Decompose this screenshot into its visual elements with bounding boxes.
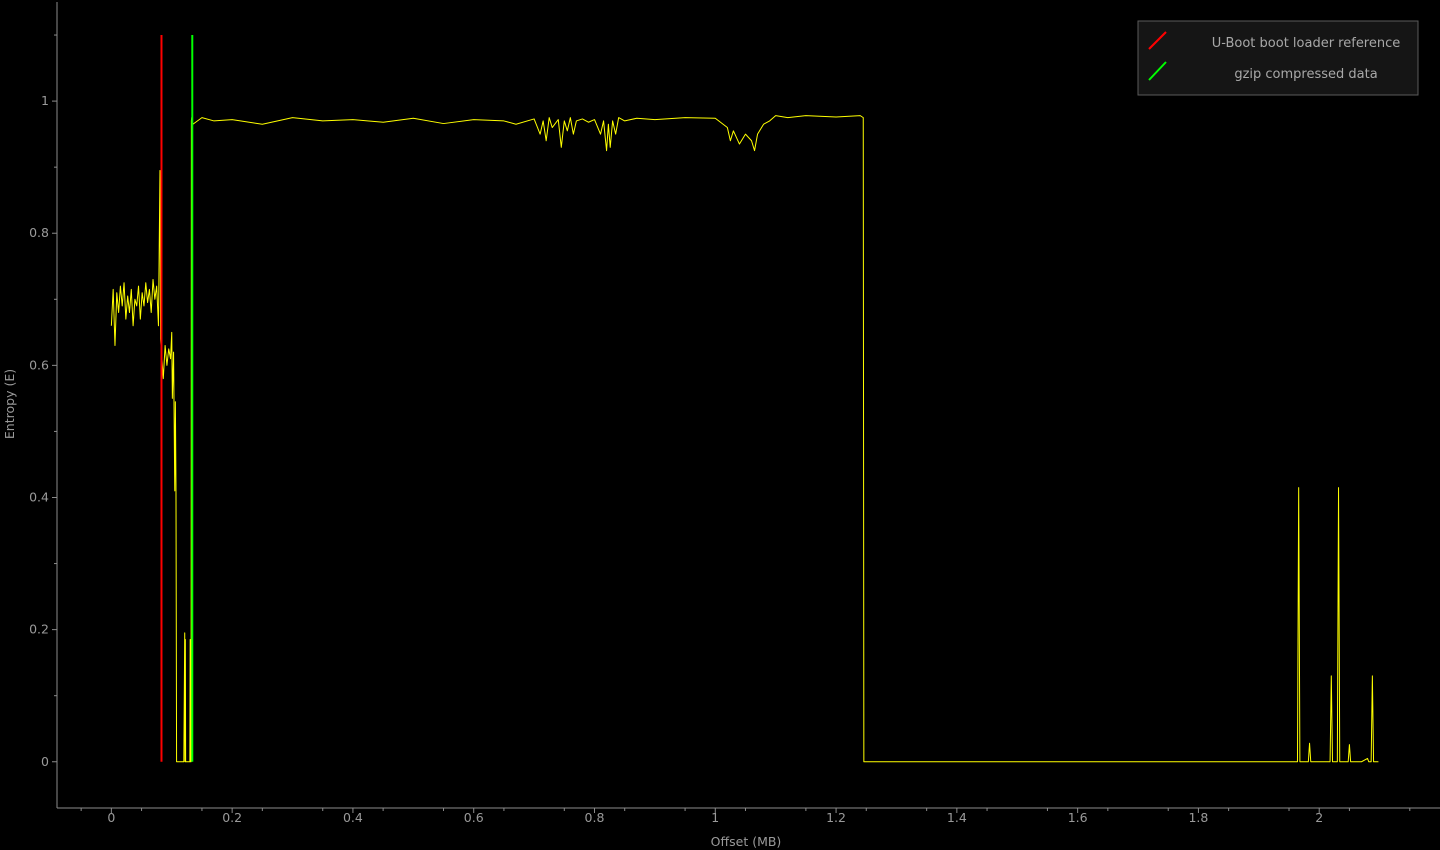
legend-label-gzip: gzip compressed data <box>1234 67 1377 82</box>
series-layer <box>110 115 1379 763</box>
x-tick-label: 1.2 <box>826 810 846 825</box>
legend-label-uboot: U-Boot boot loader reference <box>1212 36 1401 51</box>
x-tick-label: 0.4 <box>343 810 363 825</box>
legend-box <box>1137 20 1419 96</box>
x-tick-label: 0 <box>107 810 115 825</box>
x-tick-label: 2 <box>1315 810 1323 825</box>
x-tick-label: 1 <box>711 810 719 825</box>
legend-swatch-uboot <box>1148 31 1167 50</box>
y-tick-label: 0.4 <box>29 489 49 504</box>
legend: U-Boot boot loader reference gzip compre… <box>1137 20 1419 96</box>
x-ticks: 0 0.2 0.4 0.6 0.8 1 1.2 1.4 1.6 1.8 2 <box>80 808 1411 825</box>
legend-swatch-gzip <box>1148 61 1167 81</box>
series-line-entropy <box>110 115 1379 763</box>
x-tick-label: 0.2 <box>222 810 242 825</box>
x-tick-label: 1.8 <box>1188 810 1208 825</box>
x-tick-label: 1.6 <box>1068 810 1088 825</box>
y-tick-label: 0.2 <box>29 622 49 637</box>
y-axis-label: Entropy (E) <box>2 369 17 439</box>
y-tick-label: 0 <box>41 754 49 769</box>
x-axis-label: Offset (MB) <box>711 834 782 849</box>
y-tick-label: 0.8 <box>29 225 49 240</box>
x-tick-label: 1.4 <box>947 810 967 825</box>
marker-layer <box>160 35 194 762</box>
y-ticks: 0 0.2 0.4 0.6 0.8 1 <box>29 34 57 769</box>
x-tick-label: 0.8 <box>585 810 605 825</box>
axes <box>56 2 1440 809</box>
y-tick-label: 0.6 <box>29 357 49 372</box>
x-tick-label: 0.6 <box>464 810 484 825</box>
y-tick-label: 1 <box>41 93 49 108</box>
